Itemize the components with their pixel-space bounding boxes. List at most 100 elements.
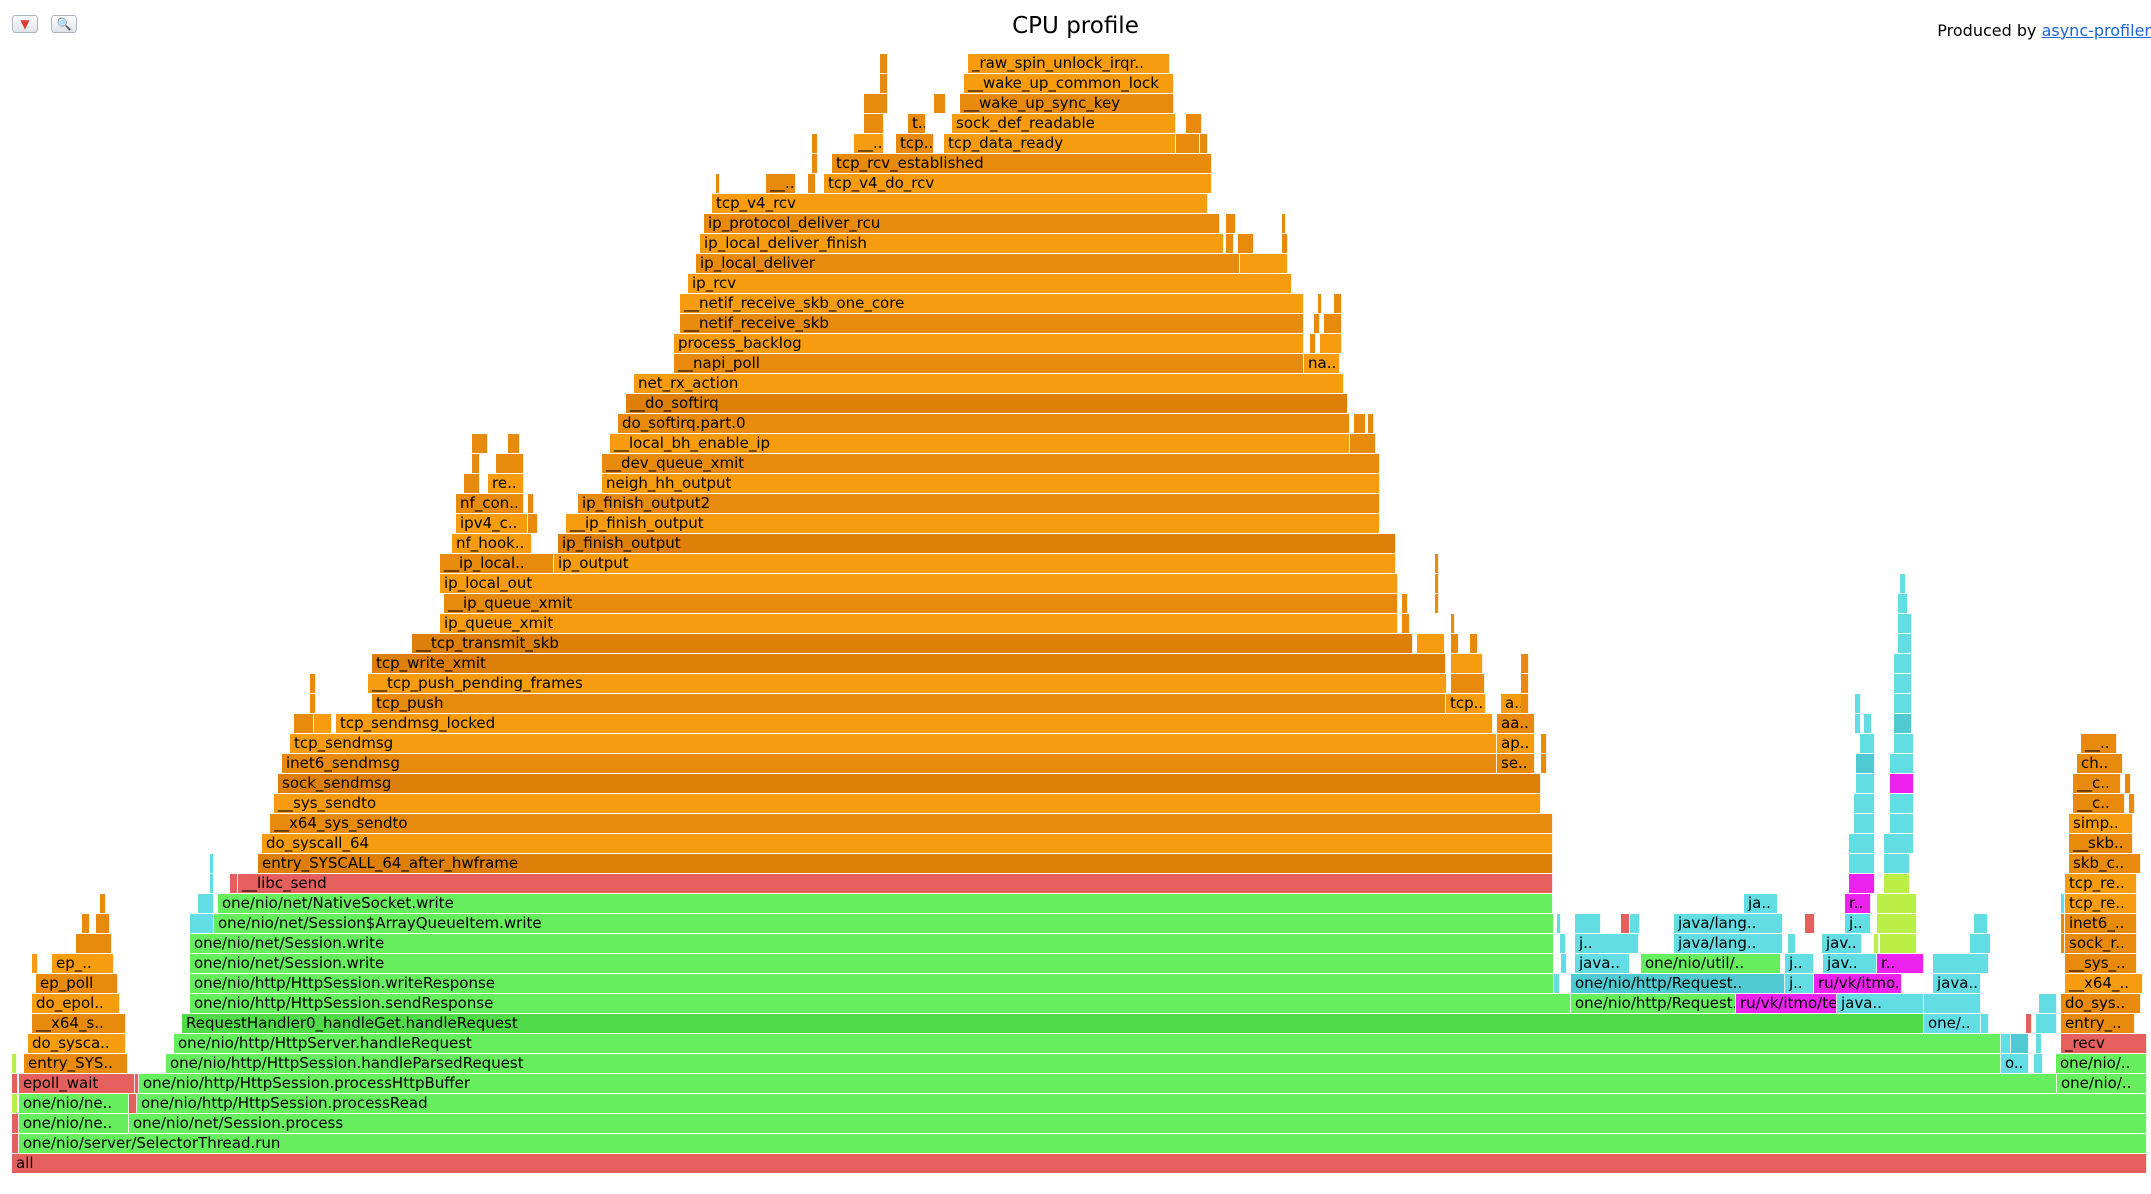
frame[interactable]: re.. [488, 474, 524, 493]
frame[interactable]: j.. [1845, 914, 1871, 933]
frame[interactable]: tcp_v4_do_rcv [824, 174, 1212, 193]
frame[interactable] [1435, 554, 1439, 573]
frame[interactable] [1282, 214, 1286, 233]
frame[interactable]: __tcp_push_pending_frames [368, 674, 1447, 693]
frame[interactable] [808, 174, 816, 193]
frame[interactable]: RequestHandler0_handleGet.handleRequest [182, 1014, 1924, 1033]
frame[interactable] [310, 694, 316, 713]
frame[interactable]: ipv4_c.. [456, 514, 528, 533]
frame[interactable]: sock_def_readable [952, 114, 1176, 133]
frame[interactable]: __skb.. [2069, 834, 2133, 853]
frame[interactable] [1435, 574, 1439, 593]
frame[interactable] [1350, 434, 1376, 453]
frame[interactable]: do_softirq.part.0 [618, 414, 1350, 433]
frame[interactable]: tcp_re.. [2065, 874, 2137, 893]
frame[interactable]: __wake_up_sync_key [960, 94, 1174, 113]
frame[interactable] [472, 454, 480, 473]
frame[interactable] [1521, 654, 1529, 673]
frame[interactable] [1981, 1014, 1989, 1033]
frame[interactable] [1621, 914, 1630, 933]
frame[interactable]: tcp.. [896, 134, 934, 153]
frame[interactable] [1226, 214, 1236, 233]
frame[interactable] [472, 434, 488, 453]
frame[interactable]: __sys_sendto [274, 794, 1541, 813]
frame[interactable] [1894, 714, 1912, 733]
frame[interactable] [1894, 694, 1912, 713]
frame[interactable] [12, 1134, 19, 1153]
frame[interactable] [2125, 774, 2131, 793]
frame[interactable]: tcp_write_xmit [372, 654, 1446, 673]
frame[interactable] [1884, 854, 1910, 873]
frame[interactable] [1898, 594, 1908, 613]
frame[interactable]: __libc_send [238, 874, 1553, 893]
frame[interactable]: do_syscall_64 [262, 834, 1553, 853]
frame[interactable] [190, 914, 214, 933]
frame[interactable] [1451, 674, 1485, 693]
frame[interactable] [1890, 814, 1914, 833]
frame[interactable] [1849, 874, 1875, 893]
frame[interactable] [1898, 614, 1912, 633]
frame[interactable] [1186, 114, 1202, 133]
frame[interactable] [1324, 314, 1342, 333]
frame[interactable]: one/nio/ne.. [19, 1114, 129, 1133]
frame[interactable] [1334, 294, 1342, 313]
frame[interactable]: __napi_poll [674, 354, 1304, 373]
frame[interactable] [1860, 734, 1875, 753]
frame[interactable] [496, 454, 524, 473]
frame[interactable]: ip_queue_xmit [440, 614, 1398, 633]
frame[interactable]: one/nio/net/Session.write [190, 954, 1554, 973]
frame[interactable] [2026, 1014, 2032, 1033]
frame[interactable]: sock_r.. [2065, 934, 2137, 953]
frame[interactable]: process_backlog [674, 334, 1304, 353]
frame[interactable]: r.. [1877, 954, 1924, 973]
frame[interactable]: one/nio/server/SelectorThread.run [19, 1134, 2147, 1153]
frame[interactable] [1238, 234, 1254, 253]
frame[interactable]: ru/vk/itmo/tes.. [1736, 994, 1837, 1013]
frame[interactable]: ru/vk/itmo.. [1814, 974, 1902, 993]
frame[interactable] [2039, 994, 2057, 1013]
frame[interactable]: one/nio/net/Session.write [190, 934, 1554, 953]
frame[interactable] [508, 434, 520, 453]
frame[interactable]: __ip_queue_xmit [444, 594, 1398, 613]
frame[interactable]: __c.. [2073, 774, 2121, 793]
frame[interactable]: one/nio/http/HttpSession.processRead [137, 1094, 2147, 1113]
frame[interactable]: __c.. [2073, 794, 2125, 813]
frame[interactable] [1630, 914, 1640, 933]
frame[interactable]: ip_local_deliver_finish [700, 234, 1224, 253]
frame[interactable]: tcp_data_ready [944, 134, 1176, 153]
frame[interactable] [1884, 874, 1910, 893]
frame[interactable] [1856, 774, 1875, 793]
frame[interactable]: do_epol.. [32, 994, 120, 1013]
frame[interactable] [1874, 934, 1879, 953]
frame[interactable]: se.. [1497, 754, 1535, 773]
frame[interactable] [1890, 794, 1914, 813]
frame[interactable]: ip_protocol_deliver_rcu [704, 214, 1220, 233]
frame[interactable] [1894, 654, 1912, 673]
frame[interactable] [1200, 134, 1208, 153]
frame[interactable] [1402, 594, 1408, 613]
frame[interactable] [1451, 654, 1483, 673]
frame[interactable] [210, 874, 214, 893]
frame[interactable] [1933, 954, 1989, 973]
frame[interactable] [1855, 714, 1861, 733]
frame[interactable] [1521, 694, 1529, 713]
frame[interactable]: one/nio/net/NativeSocket.write [218, 894, 1553, 913]
frame[interactable]: one/nio/http/HttpSession.processHttpBuff… [139, 1074, 2057, 1093]
frame[interactable] [880, 54, 888, 73]
frame[interactable] [1368, 414, 1374, 433]
frame[interactable]: __x64_sys_sendto [270, 814, 1553, 833]
frame[interactable] [1240, 254, 1288, 273]
frame[interactable] [1451, 634, 1459, 653]
frame[interactable]: j.. [1785, 954, 1814, 973]
frame[interactable]: entry_SYSCALL_64_after_hwframe [258, 854, 1553, 873]
frame[interactable]: ip_local_deliver [696, 254, 1240, 273]
frame[interactable] [32, 954, 38, 973]
frame[interactable] [1970, 934, 1991, 953]
frame[interactable] [1864, 714, 1872, 733]
frame[interactable] [12, 1074, 18, 1093]
frame[interactable]: __netif_receive_skb_one_core [680, 294, 1304, 313]
frame[interactable] [2061, 934, 2065, 953]
frame[interactable]: __x64_s.. [32, 1014, 126, 1033]
frame[interactable]: one/nio/http/HttpServer.handleRequest [174, 1034, 2001, 1053]
frame[interactable] [1854, 794, 1875, 813]
